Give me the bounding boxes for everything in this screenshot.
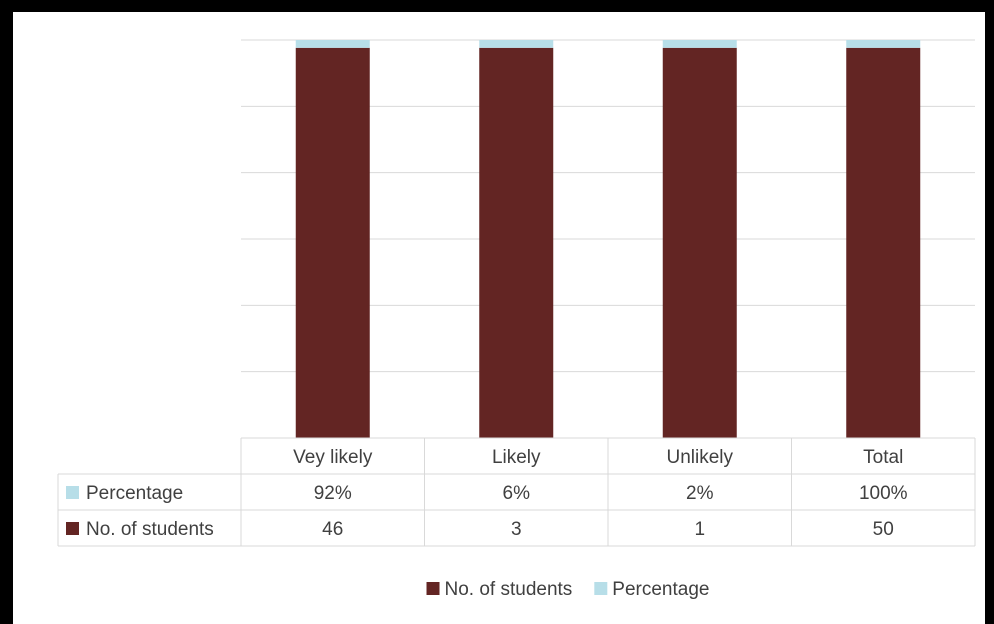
legend-label: No. of students <box>445 579 573 600</box>
bar-no-of-students <box>846 47 921 438</box>
bar-percentage <box>479 40 554 48</box>
bar-no-of-students <box>295 47 370 438</box>
bar-no-of-students <box>662 47 737 438</box>
table-cell: 1 <box>694 519 705 540</box>
legend-swatch <box>426 582 440 595</box>
category-label: Vey likely <box>293 447 373 468</box>
table-cell: 50 <box>873 519 894 540</box>
table-cell: 92% <box>314 483 352 504</box>
table-cell: 2% <box>686 483 714 504</box>
bar-percentage <box>846 40 921 48</box>
legend-swatch <box>594 582 608 595</box>
table-cell: 46 <box>322 519 343 540</box>
legend-key <box>66 486 79 499</box>
bar-percentage <box>662 40 737 48</box>
category-label: Total <box>863 447 903 468</box>
category-label: Unlikely <box>666 447 733 468</box>
bar-percentage <box>295 40 370 48</box>
legend-key <box>66 522 79 535</box>
bar-no-of-students <box>479 47 554 438</box>
legend-label: Percentage <box>612 579 709 600</box>
category-label: Likely <box>492 447 541 468</box>
table-cell: 6% <box>503 483 531 504</box>
table-cell: 3 <box>511 519 522 540</box>
table-cell: 100% <box>859 483 908 504</box>
row-label: No. of students <box>86 519 214 540</box>
row-label: Percentage <box>86 483 183 504</box>
